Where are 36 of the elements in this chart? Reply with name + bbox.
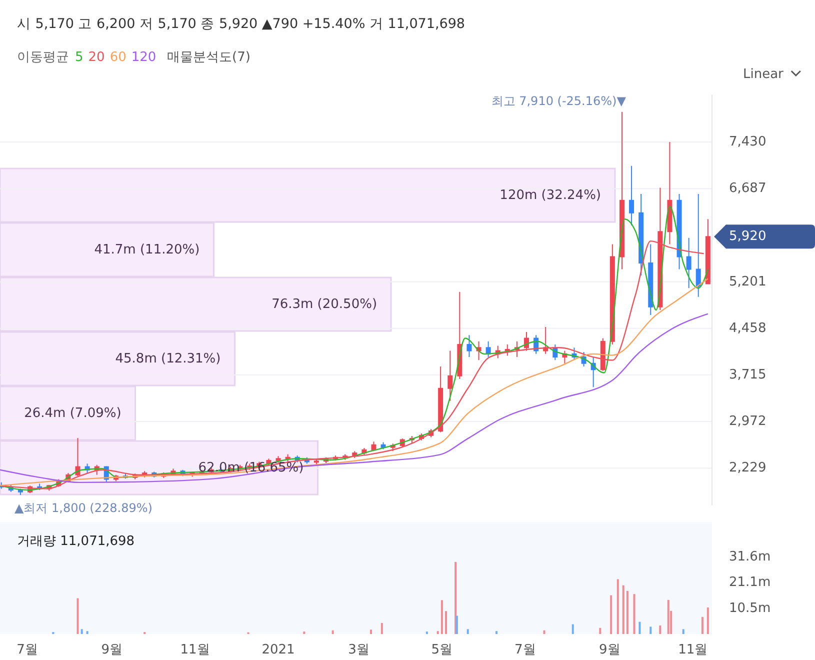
chart-title: 매물분석도(7) (167, 50, 250, 65)
x-tick-label: 11월 (180, 642, 210, 658)
y-tick-label: 31.6m (729, 550, 771, 565)
y-tick-label: 2,229 (729, 460, 766, 476)
x-tick-label: 3월 (348, 642, 370, 658)
y-tick-label: 7,430 (729, 134, 766, 150)
y-tick-label: 2,972 (729, 414, 766, 430)
data-label: 120m (32.24%) (500, 188, 601, 203)
text: 5,920 (729, 229, 766, 244)
y-tick-label: 6,687 (729, 181, 766, 196)
text: 5 (75, 50, 84, 65)
y-tick-label: 21.1m (729, 575, 771, 590)
x-tick-label: 2021 (262, 642, 295, 658)
annotation: ▲최저 1,800 (228.89%) (14, 500, 152, 515)
y-tick-label: 4,458 (729, 320, 766, 336)
x-tick-label: 11월 (678, 642, 708, 658)
x-tick-label: 9월 (101, 642, 122, 658)
y-tick-label: 3,715 (729, 367, 766, 382)
annotation: 최고 7,910 (-25.16%)▼ (491, 94, 627, 108)
data-label: 76.3m (20.50%) (272, 296, 378, 312)
x-tick-label: 7월 (514, 642, 536, 658)
text: 120 (131, 50, 156, 65)
y-tick-label: 5,201 (729, 274, 766, 290)
chart-subtitle: 시 5,170 고 6,200 저 5,170 종 5,920 ▲790 +15.40% 거 11,071,698 (17, 16, 466, 32)
data-label: 26.4m (7.09%) (24, 406, 122, 421)
x-tick-label: 7월 (16, 642, 38, 658)
text: Linear (743, 67, 784, 82)
data-label: 45.8m (12.31%) (115, 351, 221, 366)
text: 60 (110, 50, 126, 65)
text: 20 (88, 50, 105, 65)
x-tick-label: 5월 (431, 642, 453, 658)
text: 거래량 11,071,698 (17, 534, 135, 549)
x-tick-label: 9월 (599, 642, 620, 658)
legend-title: 이동평균 (17, 50, 69, 65)
y-tick-label: 10.5m (729, 600, 771, 616)
data-label: 41.7m (11.20%) (94, 242, 200, 258)
